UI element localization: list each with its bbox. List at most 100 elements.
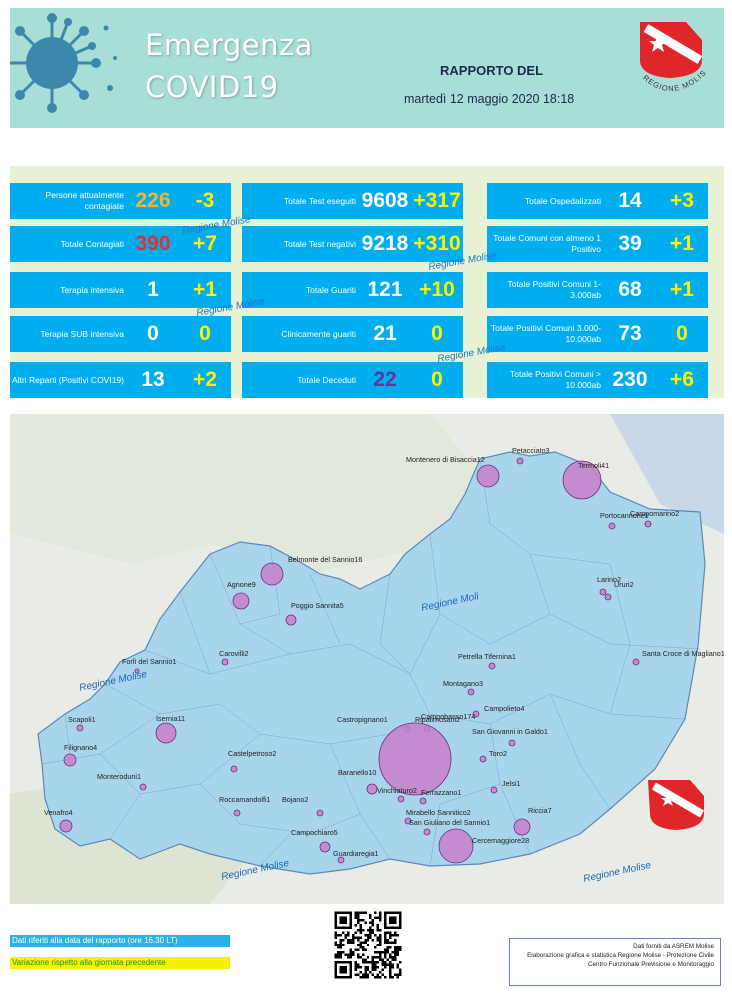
case-circle: [155, 722, 177, 744]
case-circle: [63, 753, 77, 767]
town-label: Montagano3: [443, 679, 483, 688]
header-banner: Emergenza COVID19 RAPPORTO DEL martedì 1…: [10, 8, 724, 128]
stat-label: Altri Reparti (Positivi COVI19): [12, 374, 124, 385]
town-label: Guardiaregia1: [333, 849, 379, 858]
town-label: Roccamandolfi1: [219, 795, 271, 804]
credits-line: Dati forniti da ASREM Molise: [633, 943, 714, 950]
town-label: Isernia11: [156, 714, 185, 723]
case-circle: [404, 817, 412, 825]
case-circles: [59, 457, 652, 864]
molise-region-shape: [37, 451, 706, 875]
stat-label: Totale Test negativi: [283, 238, 356, 249]
case-circle: [467, 688, 475, 696]
stat-card-sub-intensive: Terapia SUB intensiva 0 0: [10, 316, 231, 352]
case-circle: [316, 809, 324, 817]
town-label: Termoli41: [578, 461, 609, 470]
stat-card-other-wards: Altri Reparti (Positivi COVI19) 13 +2: [10, 362, 231, 398]
town-label: Portocannone1: [600, 511, 649, 520]
town-label: Petrella Tifernina1: [458, 652, 516, 661]
case-circle: [488, 662, 496, 670]
town-label: Scapoli1: [68, 715, 96, 724]
stat-value: 390: [135, 232, 171, 255]
stat-card-large-municipalities: Totale Positivi Comuni > 10.000ab 230 +6: [487, 362, 708, 398]
stat-card-total-infected: Totale Contagiati 390 +7: [10, 226, 231, 262]
qr-code[interactable]: [332, 909, 404, 981]
stat-value: 73: [618, 322, 642, 345]
town-label: Poggio Sannita5: [291, 601, 344, 610]
case-circle: [476, 464, 500, 488]
stat-delta: 0: [676, 322, 688, 345]
case-circle: [604, 593, 612, 601]
stat-card-small-municipalities: Totale Positivi Comuni 1-3.000ab 68 +1: [487, 272, 708, 308]
case-circle: [319, 841, 331, 853]
town-label: Cercemaggiore28: [472, 836, 529, 845]
town-label: Campolieto4: [484, 704, 524, 713]
stat-value: 21: [373, 322, 397, 345]
town-label: Toro2: [489, 749, 507, 758]
stat-label: Totale Comuni con almeno 1 Positivo: [493, 233, 601, 254]
stat-label: Totale Positivi Comuni 1-3.000ab: [507, 279, 601, 300]
coronavirus-icon: [10, 13, 117, 113]
title-line-1: Emergenza: [145, 28, 313, 62]
legend-date-bar: Dati riferiti alla data del rapporto (or…: [10, 935, 230, 947]
case-circle: [419, 797, 427, 805]
case-circle: [378, 722, 452, 796]
town-label: Belmonte del Sannio16: [288, 555, 362, 564]
town-label: Ripalimosani2: [415, 715, 460, 724]
case-circle: [599, 588, 607, 596]
stat-card-clinically-recovered: Clinicamente guariti 21 0: [242, 316, 463, 352]
town-label: Ferrazzano1: [421, 788, 461, 797]
stat-card-deceased: Totale Deceduti 22 0: [242, 362, 463, 398]
case-circle: [438, 828, 474, 864]
report-label: RAPPORTO DEL: [440, 63, 544, 78]
town-label: Baranello10: [338, 768, 376, 777]
town-label: Carovilli2: [219, 649, 249, 658]
case-circle: [508, 739, 516, 747]
case-circle: [479, 755, 487, 763]
stat-delta: +3: [670, 189, 694, 212]
map-panel: Petacciato3 Montenero di Bisaccia12 Termol…: [10, 414, 724, 904]
stat-delta: +1: [670, 278, 694, 301]
town-label: Campochiaro5: [291, 828, 338, 837]
stat-card-intensive-care: Terapia intensiva 1 +1: [10, 272, 231, 308]
stat-value: 14: [618, 189, 642, 212]
stat-card-tests-total: Totale Test eseguiti 9608 +317: [242, 183, 463, 219]
stat-value: 9608: [361, 189, 409, 212]
case-circle: [232, 592, 250, 610]
case-circle: [423, 828, 431, 836]
town-label: Campomarino2: [630, 509, 679, 518]
stat-delta: +6: [670, 368, 694, 391]
case-circle: [397, 795, 405, 803]
case-circle: [366, 783, 378, 795]
case-circle: [134, 668, 140, 674]
case-circle: [644, 520, 652, 528]
town-label: Monteroduni1: [97, 772, 141, 781]
stat-label: Totale Deceduti: [297, 374, 356, 385]
case-circle: [59, 819, 73, 833]
case-circle: [608, 522, 616, 530]
stat-value: 226: [135, 189, 171, 212]
case-circle: [260, 562, 284, 586]
municipal-borders: [41, 458, 701, 867]
report-date: martedì 12 maggio 2020 18:18: [404, 92, 575, 106]
stats-panel: Persone attualmente contagiate 226 -3 To…: [10, 166, 724, 398]
town-label: Larino2: [597, 575, 621, 584]
case-circle: [472, 710, 480, 718]
town-label: Santa Croce di Magliano1: [642, 649, 724, 658]
stat-label: Totale Positivi Comuni > 10.000ab: [510, 369, 601, 390]
stat-delta: -3: [195, 189, 215, 212]
stat-value: 39: [618, 232, 642, 255]
stat-card-hospitalized: Totale Ospedalizzati 14 +3: [487, 183, 708, 219]
stat-card-mid-municipalities: Totale Positivi Comuni 3.000-10.000ab 73…: [487, 316, 708, 352]
town-labels: Petacciato3 Montenero di Bisaccia12 Termol…: [44, 446, 724, 858]
town-label: Venafro4: [44, 808, 73, 817]
stat-value: 230: [612, 368, 648, 391]
stat-value: 22: [373, 368, 397, 391]
stat-label: Totale Test eseguiti: [283, 195, 356, 206]
town-label: Petacciato3: [512, 446, 550, 455]
title-line-2: COVID19: [145, 70, 279, 104]
legend-variation-bar: Variazione rispetto alla giornata preced…: [10, 957, 230, 969]
case-circle: [285, 614, 297, 626]
stat-label: Terapia SUB intensiva: [40, 328, 124, 339]
town-label: San Giovanni in Galdo1: [472, 727, 548, 736]
